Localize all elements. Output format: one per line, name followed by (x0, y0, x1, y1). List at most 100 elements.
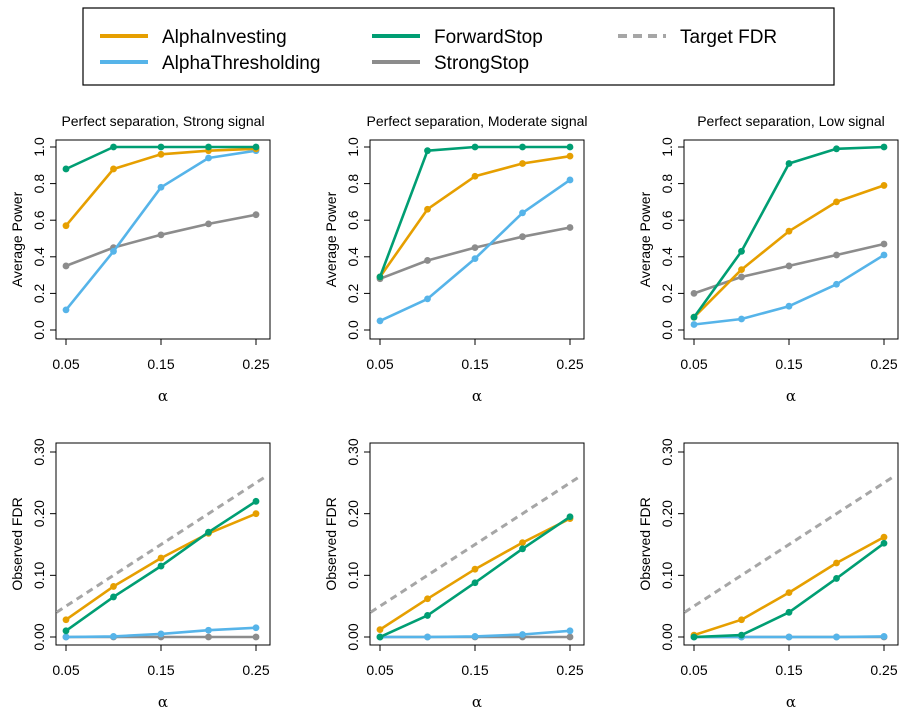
panel-2: Perfect separation, Moderate signal 0.05 0… (323, 113, 588, 405)
y-tick-label: 0.0 (659, 320, 675, 340)
series-line-alphathresholding (64, 149, 257, 311)
y-tick-label: 0.8 (345, 174, 361, 194)
point-strongstop (205, 633, 212, 641)
point-alphainvesting (833, 559, 840, 567)
y-axis-label: Average Power (9, 191, 25, 287)
point-alphainvesting (471, 565, 479, 573)
point-alphathresholding (471, 632, 479, 640)
x-axis-label: α (786, 387, 796, 405)
chart-panels: Perfect separation, Strong signal 0.05 0.1… (9, 113, 899, 711)
x-tick-label: 0.05 (366, 356, 393, 372)
point-alphathresholding (157, 630, 165, 638)
x-tick-label: 0.15 (147, 356, 174, 372)
y-tick-label: 0.2 (659, 283, 675, 303)
x-tick-label: 0.25 (242, 356, 269, 372)
point-forwardstop (519, 143, 526, 151)
point-alphathresholding (252, 624, 260, 632)
y-axis-label: Observed FDR (637, 497, 653, 590)
point-strongstop (833, 251, 840, 259)
point-alphainvesting (62, 616, 70, 624)
point-forwardstop (252, 497, 260, 505)
legend-label-2: ForwardStop (434, 27, 543, 48)
point-forwardstop (376, 273, 384, 281)
point-forwardstop (519, 545, 526, 553)
point-forwardstop (157, 562, 165, 570)
point-forwardstop (833, 145, 840, 153)
y-tick-label: 0.00 (345, 623, 361, 650)
x-axis-label: α (158, 387, 168, 405)
legend-label-4: Target FDR (680, 27, 777, 48)
point-alphathresholding (110, 632, 117, 640)
point-alphathresholding (519, 209, 526, 217)
panel-6: 0.05 0.15 0.25 0.00 0.10 0.20 0.30 α Observed FD… (637, 438, 899, 711)
point-strongstop (205, 220, 212, 228)
point-alphainvesting (833, 198, 840, 206)
y-tick-label: 0.4 (31, 247, 47, 267)
point-alphainvesting (519, 160, 526, 167)
y-tick-label: 1.0 (31, 137, 47, 157)
x-tick-label: 0.25 (556, 662, 583, 678)
point-strongstop (690, 290, 698, 297)
x-tick-label: 0.15 (461, 356, 488, 372)
plot-frame (683, 442, 899, 646)
x-tick-label: 0.25 (556, 356, 583, 372)
x-axis-label: α (786, 693, 796, 711)
point-forwardstop (424, 147, 431, 155)
point-forwardstop (205, 528, 212, 536)
panel-title: Perfect separation, Low signal (697, 113, 885, 129)
y-tick-label: 0.10 (31, 561, 47, 588)
point-forwardstop (566, 513, 574, 521)
panel-title: Perfect separation, Strong signal (61, 113, 264, 129)
point-alphainvesting (738, 266, 745, 274)
point-alphainvesting (566, 152, 574, 160)
point-alphainvesting (785, 589, 793, 596)
point-forwardstop (252, 143, 260, 151)
x-tick-label: 0.15 (775, 356, 802, 372)
point-alphainvesting (738, 616, 745, 624)
point-alphathresholding (62, 306, 70, 314)
y-tick-label: 1.0 (659, 137, 675, 157)
point-alphathresholding (205, 626, 212, 634)
point-alphathresholding (785, 302, 793, 310)
point-strongstop (252, 211, 260, 219)
x-axis-label: α (472, 387, 482, 405)
series-line-target-fdr (684, 475, 895, 614)
point-alphainvesting (376, 626, 384, 633)
point-alphainvesting (424, 595, 431, 603)
series-line-target-fdr (370, 475, 581, 614)
point-strongstop (62, 262, 70, 270)
series-line-strongstop (65, 213, 257, 268)
point-alphathresholding (880, 251, 888, 259)
point-alphainvesting (110, 583, 117, 590)
series-line-forwardstop (379, 515, 571, 639)
point-alphainvesting (252, 510, 260, 518)
panel-title: Perfect separation, Moderate signal (366, 113, 587, 129)
point-alphainvesting (424, 205, 431, 213)
panel-1: Perfect separation, Strong signal 0.05 0.1… (9, 113, 271, 405)
x-tick-label: 0.25 (870, 356, 897, 372)
point-alphathresholding (424, 295, 431, 303)
legend-label-0: AlphaInvesting (162, 27, 287, 48)
series-line-target-fdr (56, 475, 267, 614)
x-tick-label: 0.05 (680, 356, 707, 372)
x-tick-label: 0.15 (147, 662, 174, 678)
y-tick-label: 0.4 (659, 247, 675, 267)
y-tick-label: 0.2 (345, 283, 361, 303)
point-alphathresholding (205, 154, 212, 162)
point-alphainvesting (880, 182, 888, 189)
plot-frame (369, 139, 585, 340)
x-axis-label: α (158, 693, 168, 711)
point-alphathresholding (566, 176, 574, 184)
point-forwardstop (110, 593, 117, 601)
point-alphainvesting (62, 222, 70, 230)
x-tick-label: 0.15 (461, 662, 488, 678)
point-forwardstop (110, 143, 117, 151)
point-alphathresholding (157, 183, 165, 191)
x-tick-label: 0.05 (52, 356, 79, 372)
point-strongstop (471, 244, 479, 252)
point-forwardstop (785, 608, 793, 616)
y-tick-label: 0.10 (659, 561, 675, 588)
point-strongstop (566, 633, 574, 641)
point-strongstop (738, 273, 745, 281)
